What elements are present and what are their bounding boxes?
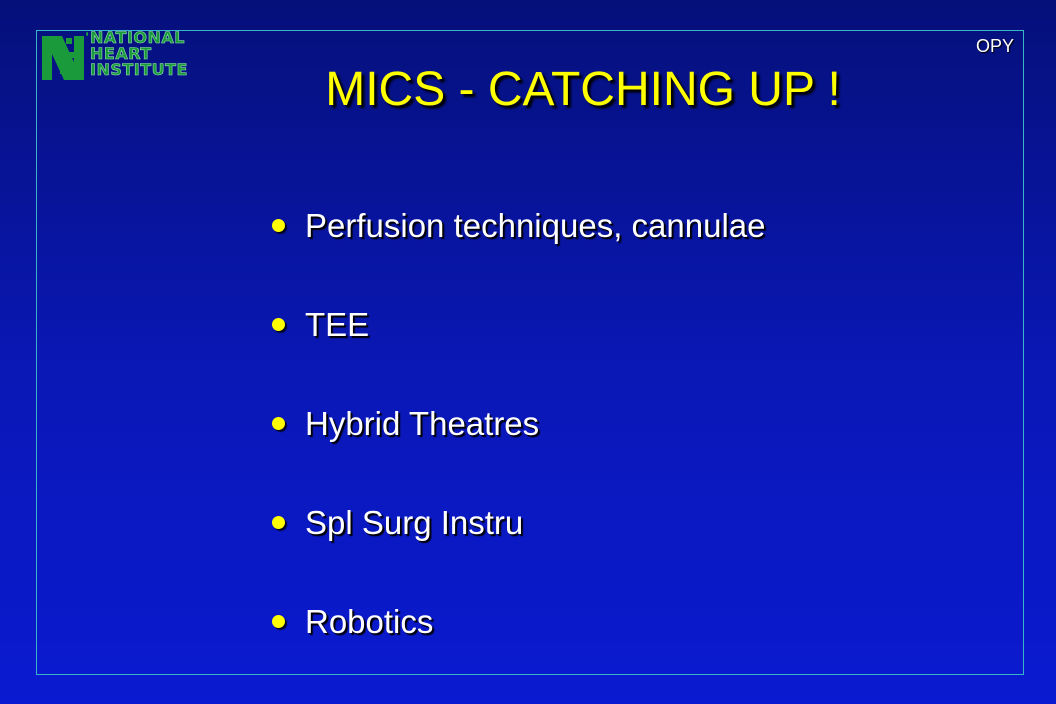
- slide-title: MICS - CATCHING UP !: [325, 63, 841, 116]
- bullet-dot-icon: [272, 615, 285, 628]
- bullet-item: Spl Surg Instru: [272, 473, 766, 572]
- corner-code: OPY: [975, 36, 1014, 56]
- national-heart-institute-logo: NATIONAL HEART INSTITUTE: [38, 18, 188, 88]
- logo-wordmark: NATIONAL HEART INSTITUTE: [90, 28, 188, 79]
- bullet-text: Robotics: [305, 602, 434, 640]
- bullet-item: Hybrid Theatres: [272, 374, 766, 473]
- bullet-item: Perfusion techniques, cannulae: [272, 176, 766, 275]
- bullet-dot-icon: [272, 219, 285, 232]
- nhi-logo-icon: [42, 32, 88, 80]
- bullet-text: Spl Surg Instru: [305, 503, 524, 541]
- bullet-dot-icon: [272, 516, 285, 529]
- bullet-text: TEE: [305, 305, 370, 343]
- logo-line-1: NATIONAL: [90, 28, 185, 47]
- bullet-item: Robotics: [272, 572, 766, 671]
- bullet-dot-icon: [272, 417, 285, 430]
- logo-line-2: HEART: [90, 44, 152, 63]
- bullet-list: Perfusion techniques, cannulae TEE Hybri…: [272, 204, 766, 671]
- bullet-dot-icon: [272, 318, 285, 331]
- slide-frame: [36, 30, 1024, 675]
- logo-line-3: INSTITUTE: [90, 60, 188, 79]
- bullet-text: Perfusion techniques, cannulae: [305, 206, 766, 244]
- bullet-item: TEE: [272, 275, 766, 374]
- bullet-text: Hybrid Theatres: [305, 404, 540, 442]
